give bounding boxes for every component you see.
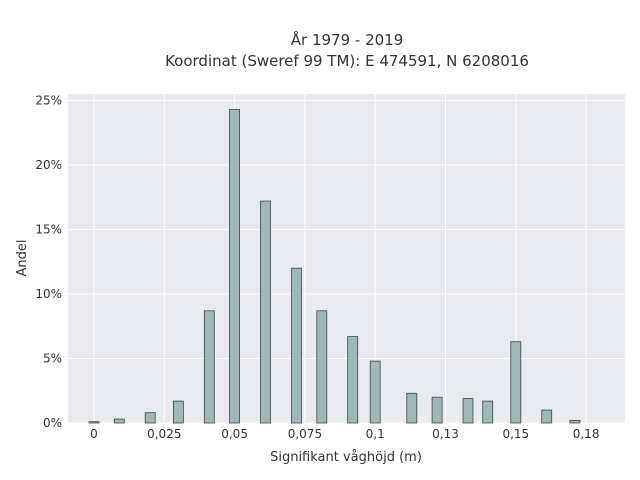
bar-12	[431, 396, 443, 424]
x-tick-label: 0,05	[221, 427, 248, 441]
bar-11	[406, 392, 418, 424]
bar-9	[347, 336, 359, 424]
bar-10	[369, 360, 381, 424]
bar-13	[462, 398, 474, 424]
x-tick-label: 0,13	[432, 427, 459, 441]
x-axis-label: Signifikant våghöjd (m)	[270, 450, 422, 465]
bar-3	[172, 400, 184, 424]
y-tick-label: 25%	[35, 93, 62, 107]
bar-16	[541, 409, 553, 424]
x-tick-labels: 0 0,025 0,05 0,075 0,1 0,13 0,15 0,18	[90, 427, 599, 441]
x-tick-label: 0,1	[366, 427, 385, 441]
y-tick-labels: 0% 5% 10% 15% 20% 25%	[35, 93, 62, 430]
y-tick-label: 15%	[35, 222, 62, 236]
x-tick-label: 0,025	[147, 427, 181, 441]
y-tick-label: 20%	[35, 158, 62, 172]
y-tick-label: 10%	[35, 287, 62, 301]
plot-area	[68, 94, 625, 423]
bar-17	[569, 419, 581, 424]
x-tick-label: 0,075	[288, 427, 322, 441]
y-axis-label: Andel	[15, 240, 30, 277]
bar-2	[144, 412, 156, 424]
x-tick-label: 0,18	[573, 427, 600, 441]
bar-4	[203, 310, 215, 424]
bar-8	[316, 310, 328, 424]
grid-lines	[68, 94, 625, 424]
bar-7	[291, 267, 302, 424]
bar-5	[229, 109, 241, 424]
bars-group	[88, 109, 581, 424]
bar-14	[482, 400, 494, 424]
chart-title-line2: Koordinat (Sweref 99 TM): E 474591, N 62…	[165, 52, 529, 70]
bar-1	[113, 418, 125, 424]
y-tick-label: 5%	[43, 351, 62, 365]
y-tick-label: 0%	[43, 416, 62, 430]
x-tick-label: 0,15	[502, 427, 529, 441]
x-tick-label: 0	[90, 427, 98, 441]
bar-0	[88, 421, 100, 424]
chart-title-line1: År 1979 - 2019	[291, 30, 404, 49]
bar-15	[510, 341, 522, 424]
bar-6	[260, 200, 271, 424]
